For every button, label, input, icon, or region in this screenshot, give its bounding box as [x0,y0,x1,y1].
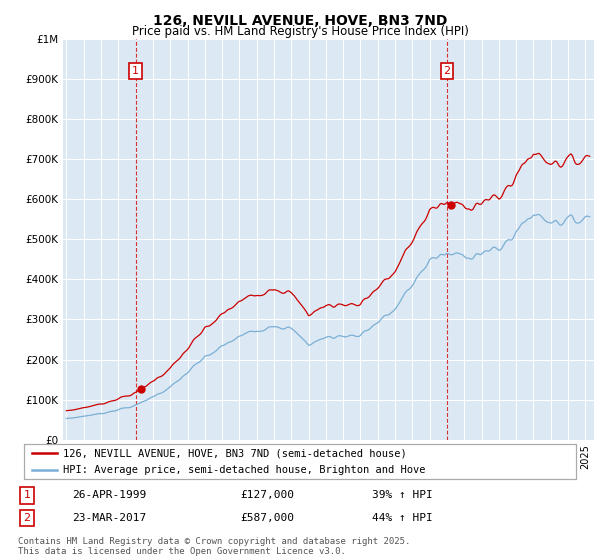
Text: 1: 1 [23,490,31,500]
Text: 126, NEVILL AVENUE, HOVE, BN3 7ND (semi-detached house): 126, NEVILL AVENUE, HOVE, BN3 7ND (semi-… [62,449,406,459]
Text: Price paid vs. HM Land Registry's House Price Index (HPI): Price paid vs. HM Land Registry's House … [131,25,469,38]
Text: £127,000: £127,000 [240,490,294,500]
Text: 39% ↑ HPI: 39% ↑ HPI [372,490,433,500]
Text: 1: 1 [132,66,139,76]
Text: 26-APR-1999: 26-APR-1999 [72,490,146,500]
Text: Contains HM Land Registry data © Crown copyright and database right 2025.
This d: Contains HM Land Registry data © Crown c… [18,537,410,556]
Text: 44% ↑ HPI: 44% ↑ HPI [372,513,433,523]
Text: 2: 2 [23,513,31,523]
Text: 2: 2 [443,66,451,76]
Text: HPI: Average price, semi-detached house, Brighton and Hove: HPI: Average price, semi-detached house,… [62,465,425,475]
Text: 23-MAR-2017: 23-MAR-2017 [72,513,146,523]
Text: 126, NEVILL AVENUE, HOVE, BN3 7ND: 126, NEVILL AVENUE, HOVE, BN3 7ND [153,14,447,28]
Text: £587,000: £587,000 [240,513,294,523]
